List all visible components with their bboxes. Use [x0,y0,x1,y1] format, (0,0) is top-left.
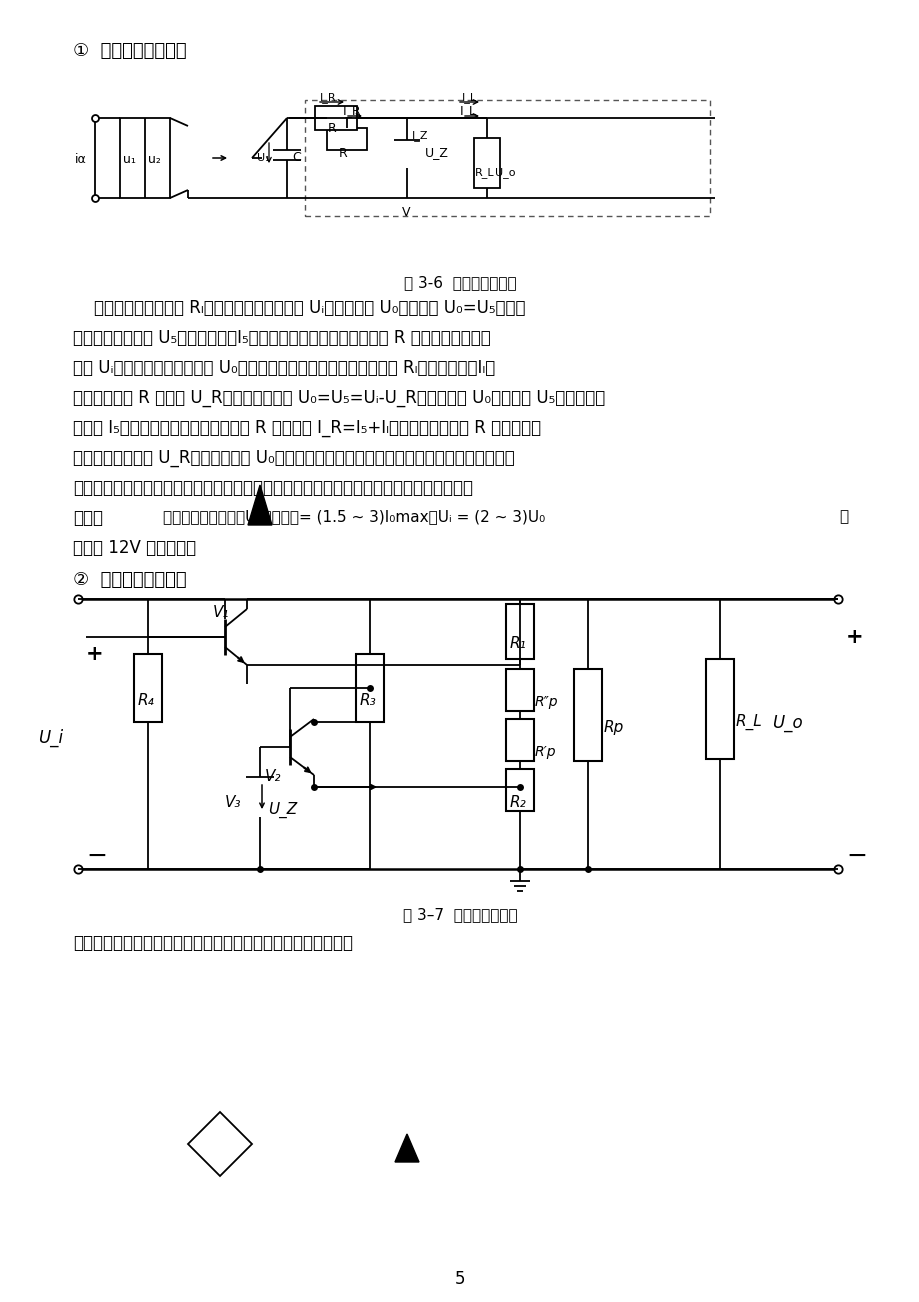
Bar [505,604,533,659]
Text: R: R [328,122,336,135]
Bar [119,118,170,198]
Text: ①  并联式稳压电路：: ① 并联式稳压电路： [73,42,187,60]
Text: V₃: V₃ [225,796,241,810]
Text: R′p: R′p [535,745,556,759]
Text: 故选取 12V 的稳压管。: 故选取 12V 的稳压管。 [73,539,196,557]
Text: V₂: V₂ [265,769,281,784]
Text: R₄: R₄ [138,693,154,708]
Bar [356,654,383,723]
Text: 小，限流电阱 R 上压降 U_R将会减小。由于 U₀=U₅=Uᵢ-U_R，所以导致 U₀升高，即 U₅升高，这样: 小，限流电阱 R 上压降 U_R将会减小。由于 U₀=U₅=Uᵢ-U_R，所以导… [73,389,605,408]
Text: u₂: u₂ [148,154,161,165]
Text: R₂: R₂ [509,796,527,810]
Text: U₁: U₁ [256,154,269,163]
Text: R_L: R_L [735,713,762,730]
Text: C: C [291,151,301,164]
Text: U_o: U_o [494,167,515,178]
Text: U_Z: U_Z [267,802,297,818]
Bar [314,105,357,130]
Text: R: R [338,147,347,160]
Text: R₃: R₃ [359,693,377,708]
Text: +: + [845,628,863,647]
Text: −: − [85,844,107,868]
Text: iα: iα [75,154,86,165]
Text: 作用。: 作用。 [73,509,103,527]
Text: I_L: I_L [460,104,476,117]
Text: −: − [845,844,866,868]
Text: R″p: R″p [535,695,558,710]
Bar [573,669,601,760]
Text: 确立稳压管参数时，U₀、负载推= (1.5 ~ 3)I₀max，Uᵢ = (2 ~ 3)U₀: 确立稳压管参数时，U₀、负载推= (1.5 ~ 3)I₀max，Uᵢ = (2 … [163,509,545,523]
Text: U_i: U_i [38,729,63,747]
Text: 该电路的原理为：设 Rₗ不变，电网电压升高使 Uᵢ升高，导致 U₀升高，而 U₀=U₅。根据: 该电路的原理为：设 Rₗ不变，电网电压升高使 Uᵢ升高，导致 U₀升高，而 U₀… [73,299,525,316]
Bar [473,138,499,187]
Text: 收了 Uᵢ的增加部分，从而保持 U₀不变。设电网电压不变，当负载电阱 Rₗ阻値增大时，Iₗ减: 收了 Uᵢ的增加部分，从而保持 U₀不变。设电网电压不变，当负载电阱 Rₗ阻値增… [73,359,494,378]
Text: U_Z: U_Z [425,146,448,159]
Text: +: + [85,644,104,664]
Text: 图 3-6  并联式稳压电路: 图 3-6 并联式稳压电路 [403,275,516,290]
Text: V: V [402,206,410,219]
Text: 稳压管的特性，当 U₅升高一点时，I₅将会显著增加，这样必然使电阱 R 上的压降增大，吸: 稳压管的特性，当 U₅升高一点时，I₅将会显著增加，这样必然使电阱 R 上的压降… [73,329,490,348]
Text: ②  串联式稳压电路：: ② 串联式稳压电路： [73,572,187,589]
Polygon shape [394,1134,418,1161]
Text: R_L: R_L [474,167,494,178]
Bar [505,669,533,711]
Text: u₁: u₁ [123,154,136,165]
Text: I_Z: I_Z [412,130,428,141]
Text: V₁: V₁ [213,605,229,620]
Bar [305,100,709,216]
Bar [505,719,533,760]
Bar [505,769,533,811]
Bar [326,128,367,150]
Bar [134,654,162,723]
Text: I_R: I_R [320,92,336,103]
Text: U_o: U_o [771,713,801,732]
Text: I_R: I_R [343,104,361,117]
Text: 是同时存在的，而两种调整也同样存在。因而无论电网电压波动或负载变化，都能起到稳压: 是同时存在的，而两种调整也同样存在。因而无论电网电压波动或负载变化，都能起到稳压 [73,479,472,497]
Text: 图 3–7  串联式稳压电路: 图 3–7 串联式稳压电路 [403,907,516,922]
Text: Rp: Rp [604,720,624,736]
Text: 上图是由分立元件组成的串联型稳压电路，电路由四部分组成：: 上图是由分立元件组成的串联型稳压电路，电路由四部分组成： [73,934,353,952]
Polygon shape [248,486,272,525]
Text: I_L: I_L [461,92,477,103]
Text: ，: ， [838,509,847,523]
Text: 本不变，导致压降 U_R基本不变，则 U₀也就保持不变。反之亦然。在实际使用中，这两个过程: 本不变，导致压降 U_R基本不变，则 U₀也就保持不变。反之亦然。在实际使用中，… [73,449,515,467]
Bar [705,659,733,759]
Text: R₁: R₁ [509,635,527,651]
Text: 必然使 I₅显著增加。由于流过限流电阱 R 的电流为 I_R=I₅+Iₗ，这样可以使流过 R 上的电流基: 必然使 I₅显著增加。由于流过限流电阱 R 的电流为 I_R=I₅+Iₗ，这样可… [73,419,540,437]
Text: 5: 5 [454,1269,465,1288]
